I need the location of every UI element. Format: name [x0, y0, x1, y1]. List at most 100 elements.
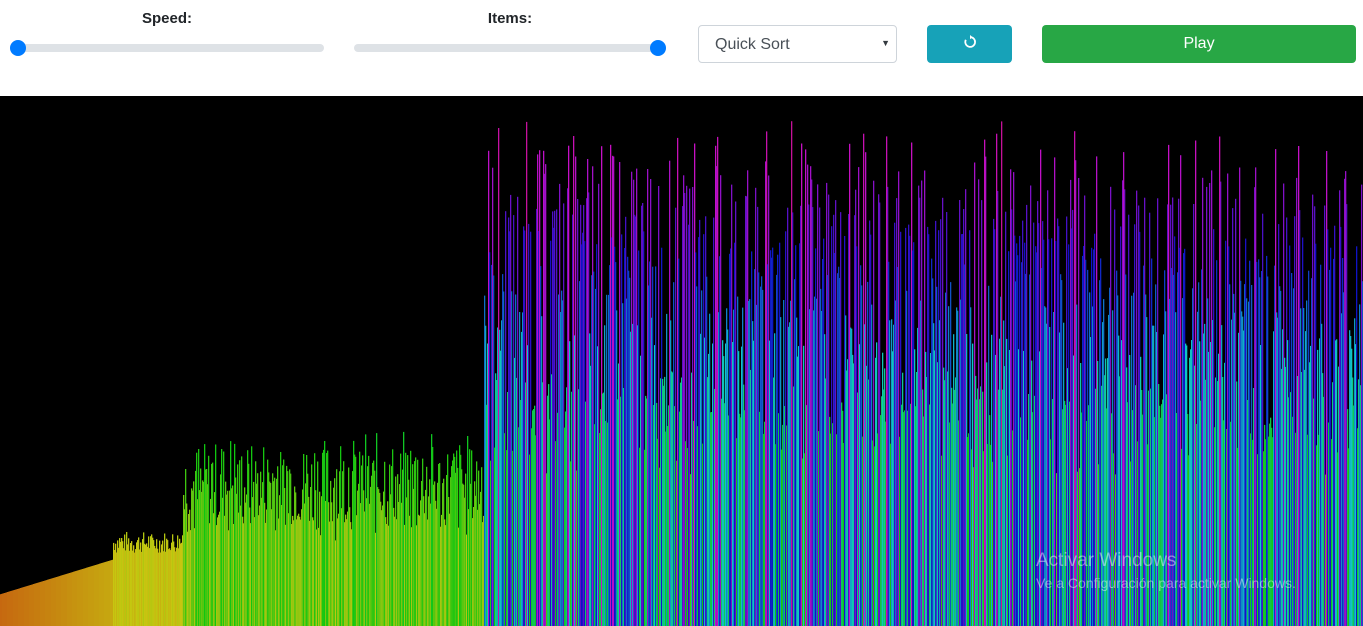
bar — [1185, 343, 1187, 626]
bar — [910, 403, 912, 626]
bar — [152, 537, 154, 626]
bar — [1078, 178, 1080, 626]
bar — [1155, 284, 1157, 626]
bar — [111, 560, 113, 626]
bar — [1276, 312, 1278, 626]
bar — [469, 449, 471, 626]
bar — [1017, 255, 1019, 626]
bar — [43, 581, 45, 626]
bar — [1294, 216, 1296, 626]
bar — [970, 307, 972, 626]
bar — [769, 340, 771, 626]
bar — [1004, 366, 1006, 626]
bar — [185, 469, 187, 626]
bar — [1016, 243, 1018, 626]
bar — [1032, 412, 1034, 626]
bar — [1219, 136, 1221, 626]
bar — [94, 565, 96, 626]
bar — [720, 175, 722, 626]
bar — [367, 466, 369, 626]
bar — [1133, 292, 1135, 626]
bar — [1315, 243, 1317, 626]
bar — [779, 242, 781, 626]
bar — [844, 236, 846, 626]
bar — [707, 377, 709, 626]
bar — [354, 454, 356, 626]
bar — [1275, 149, 1277, 626]
bar — [985, 156, 987, 626]
bar — [1056, 473, 1058, 626]
bar — [410, 450, 412, 626]
bar — [1312, 194, 1314, 626]
bar — [101, 563, 103, 626]
play-button[interactable]: Play — [1042, 25, 1356, 63]
bar — [161, 544, 163, 626]
bar — [659, 467, 661, 626]
bar — [151, 534, 153, 626]
bar — [21, 587, 23, 626]
items-slider[interactable] — [354, 40, 666, 56]
bar — [1130, 461, 1132, 626]
bar — [863, 133, 865, 626]
bar — [534, 405, 536, 626]
bar — [39, 582, 41, 626]
bar — [1214, 427, 1216, 626]
bar — [1010, 169, 1012, 626]
bar — [244, 487, 246, 626]
bar — [636, 168, 638, 626]
algorithm-select[interactable]: Quick Sort ▼ — [698, 25, 897, 63]
bar — [1349, 330, 1351, 626]
bar — [734, 242, 736, 626]
bar — [1077, 471, 1079, 626]
bar — [1324, 205, 1326, 626]
bar — [355, 456, 357, 626]
bar — [1286, 217, 1288, 626]
bar — [165, 551, 167, 626]
bar — [951, 387, 953, 626]
bar — [38, 582, 40, 626]
bar — [414, 461, 416, 626]
speed-slider-thumb[interactable] — [10, 40, 26, 56]
bar — [44, 580, 46, 626]
bar — [673, 282, 675, 626]
bar — [194, 528, 196, 626]
bar — [664, 376, 666, 626]
bar — [106, 561, 108, 626]
bar — [1014, 235, 1016, 626]
bar — [1199, 341, 1201, 626]
bar — [453, 453, 455, 626]
bar — [766, 131, 768, 626]
bar — [1213, 229, 1215, 626]
bar — [298, 513, 300, 626]
bar — [1235, 198, 1237, 626]
bar — [1021, 262, 1023, 626]
bar — [792, 212, 794, 626]
bar — [174, 547, 176, 626]
bar — [626, 298, 628, 626]
bar — [1030, 185, 1032, 626]
bar — [29, 585, 31, 626]
bar — [656, 402, 658, 626]
speed-slider[interactable] — [10, 40, 324, 56]
bar — [538, 231, 540, 626]
bar — [450, 477, 452, 626]
reset-button[interactable] — [927, 25, 1012, 63]
bar — [1139, 231, 1141, 626]
bar — [1303, 308, 1305, 626]
bar — [533, 409, 535, 626]
bar — [724, 403, 726, 626]
items-slider-thumb[interactable] — [650, 40, 666, 56]
bar — [1280, 290, 1282, 626]
bar — [1055, 241, 1057, 626]
bar — [1346, 204, 1348, 626]
bar — [569, 341, 571, 626]
bar — [422, 458, 424, 626]
bar — [231, 488, 233, 626]
bar — [651, 317, 653, 626]
bar — [148, 536, 150, 626]
bar — [124, 534, 126, 626]
bar — [682, 206, 684, 626]
bar — [617, 399, 619, 626]
bar — [1063, 322, 1065, 626]
bar — [1166, 394, 1168, 626]
